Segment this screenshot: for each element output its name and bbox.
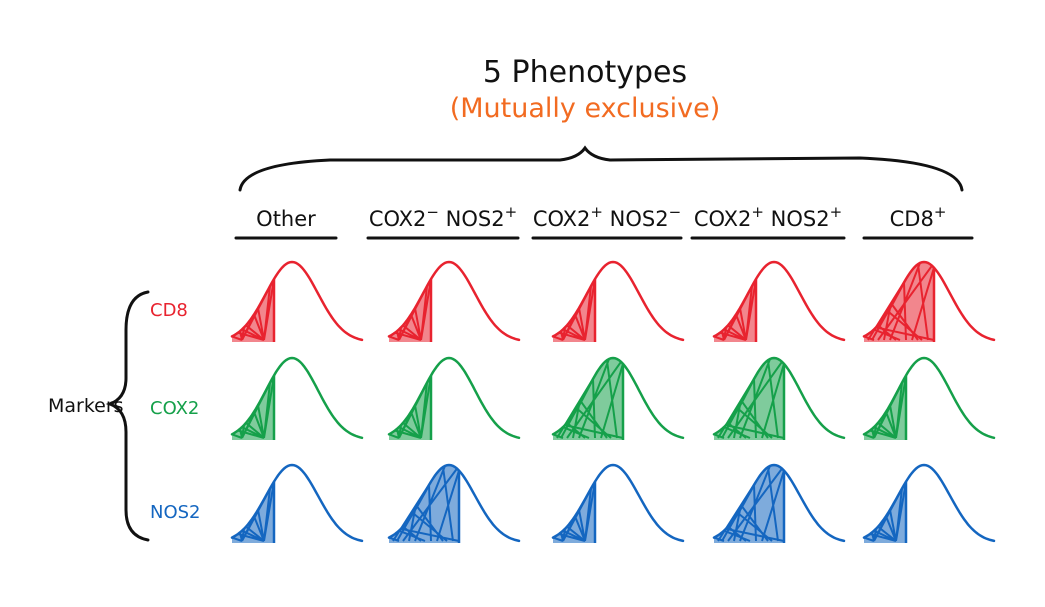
- phenotype-label: COX2: [694, 207, 752, 231]
- diagram-title: 5 Phenotypes: [483, 55, 687, 90]
- shaded-area: [232, 481, 274, 543]
- shaded-area: [714, 279, 756, 342]
- shaded-area: [864, 375, 906, 440]
- phenotype-header-4: CD8+: [890, 203, 947, 231]
- distribution-nos2-1: [387, 463, 521, 543]
- curve: [551, 356, 685, 440]
- scribble: [552, 358, 624, 439]
- curve: [387, 463, 521, 543]
- phenotype-label: COX2: [533, 207, 591, 231]
- distribution-cox2-0: [230, 356, 364, 440]
- phenotype-label2: NOS2: [439, 207, 505, 231]
- phenotype-sup: +: [590, 203, 603, 221]
- phenotype-sup2: +: [505, 203, 518, 221]
- phenotype-label: CD8: [890, 207, 934, 231]
- phenotype-sup: −: [426, 203, 439, 221]
- marker-label-cd8: CD8: [150, 300, 188, 321]
- phenotype-sup: +: [751, 203, 764, 221]
- scribble: [713, 358, 785, 439]
- distribution-cd8-0: [230, 260, 364, 342]
- distribution-cox2-2: [551, 356, 685, 440]
- shaded-area: [232, 279, 274, 342]
- shaded-area: [232, 375, 274, 440]
- distribution-cox2-1: [387, 356, 521, 440]
- distribution-cd8-1: [387, 260, 521, 342]
- left-brace: [105, 290, 150, 542]
- curve: [551, 260, 685, 342]
- scribble: [388, 465, 460, 542]
- distribution-nos2-3: [712, 463, 846, 543]
- distribution-nos2-2: [551, 463, 685, 543]
- distribution-nos2-0: [230, 463, 364, 543]
- distribution-nos2-4: [862, 463, 996, 543]
- marker-label-cox2: COX2: [150, 398, 199, 419]
- top-brace: [238, 145, 964, 192]
- curve: [230, 260, 364, 342]
- curve: [862, 260, 996, 342]
- curve: [862, 356, 996, 440]
- phenotype-label: Other: [256, 207, 316, 231]
- phenotype-label: COX2: [369, 207, 427, 231]
- phenotype-header-2: COX2+ NOS2−: [533, 203, 681, 231]
- curve: [551, 463, 685, 543]
- shaded-area: [864, 481, 906, 543]
- distribution-cd8-2: [551, 260, 685, 342]
- phenotype-sup: +: [934, 203, 947, 221]
- distribution-cox2-4: [862, 356, 996, 440]
- curve: [712, 463, 846, 543]
- phenotype-sup2: +: [830, 203, 843, 221]
- shaded-area: [553, 279, 595, 342]
- curve: [862, 463, 996, 543]
- phenotype-label2: NOS2: [603, 207, 669, 231]
- scribble: [863, 262, 935, 341]
- marker-label-nos2: NOS2: [150, 502, 201, 523]
- curve: [230, 463, 364, 543]
- curve: [712, 356, 846, 440]
- distribution-cox2-3: [712, 356, 846, 440]
- shaded-area: [553, 481, 595, 543]
- shaded-area: [389, 279, 431, 342]
- phenotype-header-3: COX2+ NOS2+: [694, 203, 842, 231]
- scribble: [713, 465, 785, 542]
- phenotype-label2: NOS2: [764, 207, 830, 231]
- distribution-cd8-3: [712, 260, 846, 342]
- shaded-area: [389, 375, 431, 440]
- curve: [230, 356, 364, 440]
- phenotype-header-1: COX2− NOS2+: [369, 203, 517, 231]
- diagram-subtitle: (Mutually exclusive): [450, 93, 721, 124]
- phenotype-header-0: Other: [256, 207, 316, 231]
- distribution-cd8-4: [862, 260, 996, 342]
- curve: [712, 260, 846, 342]
- curve: [387, 356, 521, 440]
- phenotype-sup2: −: [669, 203, 682, 221]
- markers-label: Markers: [48, 395, 124, 417]
- curve: [387, 260, 521, 342]
